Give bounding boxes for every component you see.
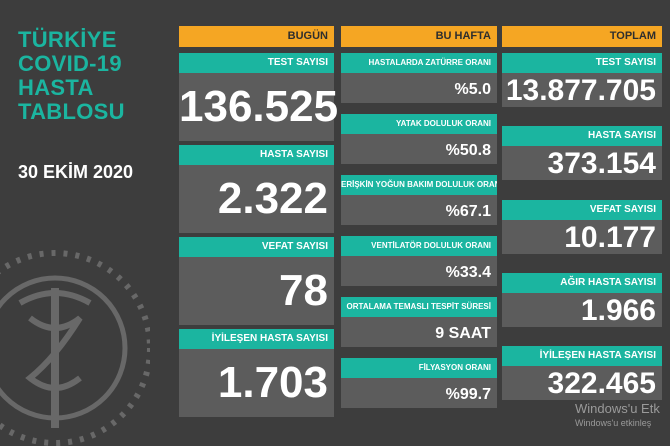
card-label: İYİLEŞEN HASTA SAYISI <box>502 346 662 366</box>
card-label: HASTALARDA ZATÜRRE ORANI <box>341 53 497 73</box>
today-test-card: TEST SAYISI 136.525 <box>179 53 338 141</box>
total-column: TOPLAM TEST SAYISI 13.877.705 HASTA SAYI… <box>502 26 662 400</box>
card-value: %67.1 <box>341 195 497 225</box>
total-critical-card: AĞIR HASTA SAYISI 1.966 <box>502 273 662 327</box>
ministry-emblem-icon <box>0 250 150 446</box>
total-deaths-card: VEFAT SAYISI 10.177 <box>502 200 662 254</box>
card-value: %99.7 <box>341 378 497 408</box>
card-label: VENTİLATÖR DOLULUK ORANI <box>341 236 497 256</box>
card-value: 136.525 <box>179 73 338 141</box>
card-label: TEST SAYISI <box>179 53 334 73</box>
card-value: %5.0 <box>341 73 497 103</box>
card-value: 1.703 <box>179 349 334 417</box>
report-date: 30 EKİM 2020 <box>18 162 134 182</box>
card-label: HASTA SAYISI <box>179 145 334 165</box>
today-header: BUGÜN <box>179 26 334 47</box>
today-cases-card: HASTA SAYISI 2.322 <box>179 145 334 233</box>
card-label: VEFAT SAYISI <box>179 237 334 257</box>
week-ventilator-card: VENTİLATÖR DOLULUK ORANI %33.4 <box>341 236 497 286</box>
total-test-card: TEST SAYISI 13.877.705 <box>502 53 662 107</box>
card-label: AĞIR HASTA SAYISI <box>502 273 662 293</box>
card-value: %33.4 <box>341 256 497 286</box>
card-value: 78 <box>179 257 334 325</box>
week-pneumonia-card: HASTALARDA ZATÜRRE ORANI %5.0 <box>341 53 497 103</box>
week-contact-card: ORTALAMA TEMASLI TESPİT SÜRESİ 9 SAAT <box>341 297 497 347</box>
card-value: 322.465 <box>502 366 662 400</box>
windows-activation-watermark: Windows'u Etk Windows'u etkinleş <box>575 402 670 430</box>
card-label: VEFAT SAYISI <box>502 200 662 220</box>
card-value: 9 SAAT <box>341 317 497 347</box>
card-value: 1.966 <box>502 293 662 327</box>
watermark-line-2: Windows'u etkinleş <box>575 418 652 428</box>
card-value: 2.322 <box>179 165 334 233</box>
watermark-line-1: Windows'u Etk <box>575 402 660 416</box>
card-value: 10.177 <box>502 220 662 254</box>
week-filiation-card: FİLYASYON ORANI %99.7 <box>341 358 497 408</box>
today-recovered-card: İYİLEŞEN HASTA SAYISI 1.703 <box>179 329 334 417</box>
card-label: FİLYASYON ORANI <box>341 358 497 378</box>
week-header: BU HAFTA <box>341 26 497 47</box>
card-label: ORTALAMA TEMASLI TESPİT SÜRESİ <box>341 297 497 317</box>
card-label: ERİŞKİN YOĞUN BAKIM DOLULUK ORANI <box>341 175 497 195</box>
card-label: HASTA SAYISI <box>502 126 662 146</box>
today-deaths-card: VEFAT SAYISI 78 <box>179 237 334 325</box>
week-icu-card: ERİŞKİN YOĞUN BAKIM DOLULUK ORANI %67.1 <box>341 175 497 225</box>
card-value: %50.8 <box>341 134 497 164</box>
week-bed-card: YATAK DOLULUK ORANI %50.8 <box>341 114 497 164</box>
total-recovered-card: İYİLEŞEN HASTA SAYISI 322.465 <box>502 346 662 400</box>
week-column: BU HAFTA HASTALARDA ZATÜRRE ORANI %5.0 Y… <box>341 26 497 408</box>
page-title: TÜRKİYE COVID-19 HASTA TABLOSU <box>18 27 125 124</box>
card-value: 373.154 <box>502 146 662 180</box>
total-header: TOPLAM <box>502 26 662 47</box>
card-label: İYİLEŞEN HASTA SAYISI <box>179 329 334 349</box>
today-column: BUGÜN TEST SAYISI 136.525 HASTA SAYISI 2… <box>179 26 338 417</box>
total-cases-card: HASTA SAYISI 373.154 <box>502 126 662 180</box>
card-label: YATAK DOLULUK ORANI <box>341 114 497 134</box>
card-label: TEST SAYISI <box>502 53 662 73</box>
card-value: 13.877.705 <box>502 73 662 107</box>
